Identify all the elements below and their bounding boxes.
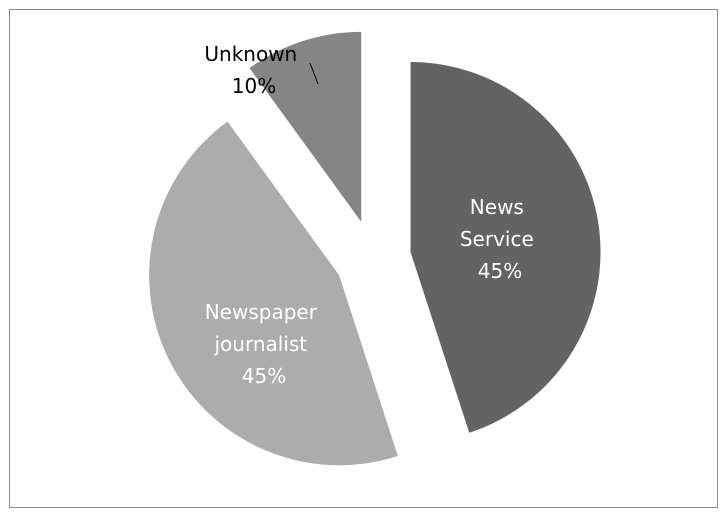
unknown-label-line-2: 10% (232, 74, 276, 98)
newspaper-journalist-label-line-3: 45% (242, 364, 286, 388)
newspaper-journalist-label: Newspaper journalist 45% (205, 300, 324, 388)
newspaper-journalist-label-line-2: journalist (213, 332, 307, 356)
news-service-label-line-3: 45% (478, 259, 522, 283)
unknown-label: Unknown 10% (204, 42, 303, 98)
unknown-leader-line (309, 62, 319, 85)
slice-newspaper-journalist (149, 121, 398, 466)
news-service-label-line-2: Service (460, 227, 534, 251)
slice-news-service (410, 62, 601, 433)
news-service-label-line-1: News (470, 195, 524, 219)
newspaper-journalist-label-line-1: Newspaper (205, 300, 318, 324)
news-service-label: News Service 45% (460, 195, 540, 283)
unknown-label-line-1: Unknown (204, 42, 297, 66)
slice-unknown (249, 31, 362, 222)
